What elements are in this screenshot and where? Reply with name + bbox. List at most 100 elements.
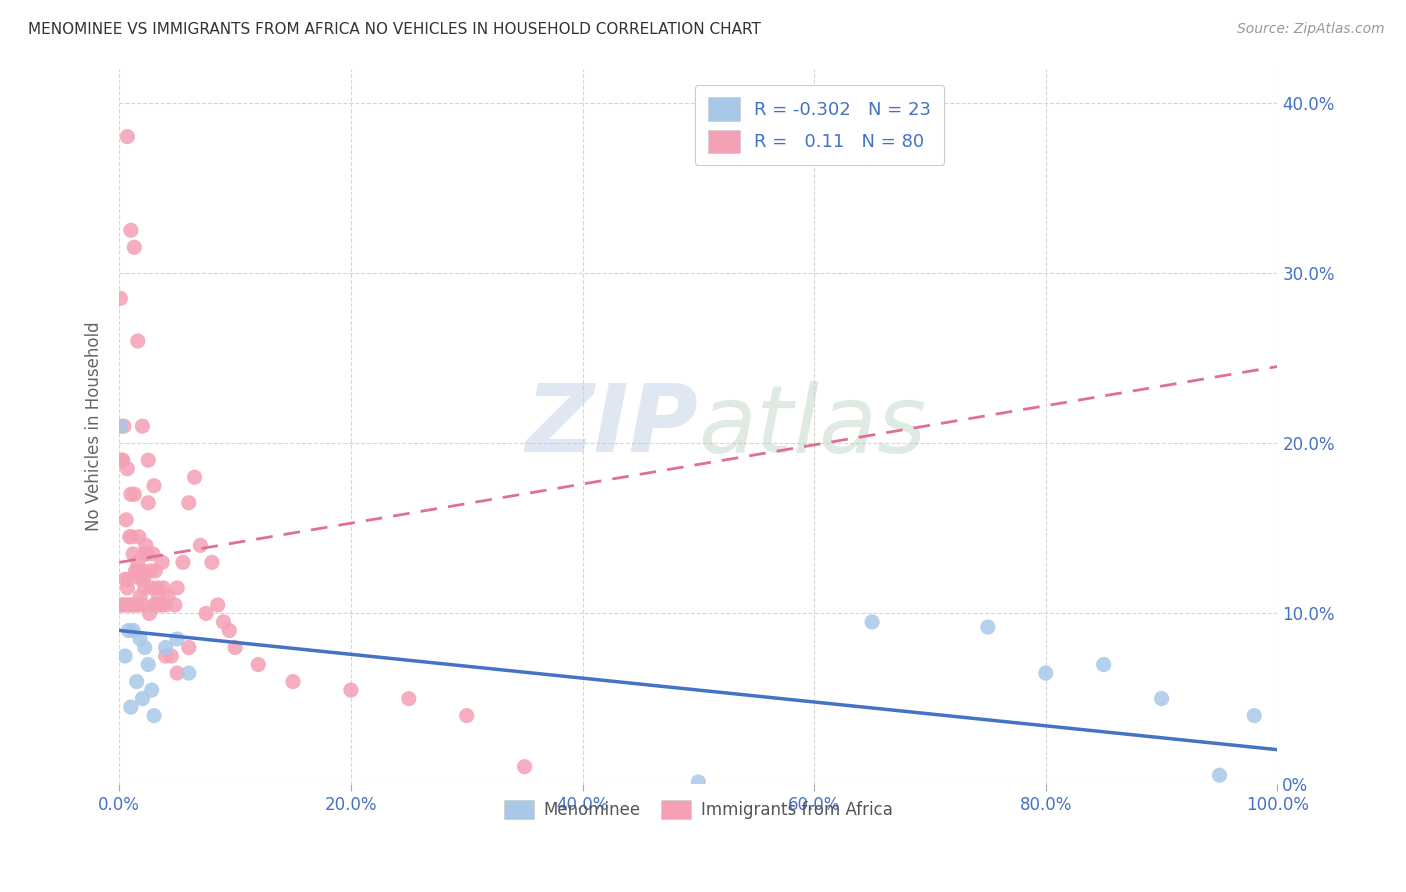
Point: [110, 292, 132, 306]
Point: [127, 334, 149, 348]
Point: [136, 657, 159, 672]
Point: [132, 573, 155, 587]
Point: [143, 479, 166, 493]
Point: [177, 496, 200, 510]
Point: [117, 129, 139, 144]
Point: [120, 598, 142, 612]
Point: [201, 555, 224, 569]
Point: [129, 632, 152, 646]
Point: [149, 598, 172, 612]
Point: [513, 760, 536, 774]
Point: [131, 564, 153, 578]
Point: [129, 573, 152, 587]
Point: [120, 487, 142, 501]
Point: [142, 547, 165, 561]
Point: [136, 453, 159, 467]
Point: [118, 530, 141, 544]
Point: [124, 564, 146, 578]
Point: [1208, 768, 1230, 782]
Y-axis label: No Vehicles in Household: No Vehicles in Household: [86, 321, 103, 531]
Point: [131, 691, 153, 706]
Point: [166, 632, 188, 646]
Point: [860, 615, 883, 629]
Point: [110, 419, 132, 434]
Point: [188, 538, 211, 552]
Point: [110, 598, 132, 612]
Point: [122, 624, 145, 638]
Point: [166, 581, 188, 595]
Point: [224, 640, 246, 655]
Point: [125, 564, 148, 578]
Point: [111, 453, 134, 467]
Point: [141, 683, 163, 698]
Point: [212, 615, 235, 629]
Point: [163, 598, 186, 612]
Point: [131, 598, 153, 612]
Point: [117, 624, 139, 638]
Text: Source: ZipAtlas.com: Source: ZipAtlas.com: [1237, 22, 1385, 37]
Point: [1150, 691, 1173, 706]
Text: ZIP: ZIP: [526, 380, 699, 472]
Point: [195, 607, 218, 621]
Point: [115, 513, 138, 527]
Point: [128, 530, 150, 544]
Point: [172, 555, 194, 569]
Point: [121, 530, 143, 544]
Point: [134, 547, 156, 561]
Point: [150, 555, 173, 569]
Point: [146, 581, 169, 595]
Point: [138, 607, 160, 621]
Point: [152, 581, 174, 595]
Point: [127, 555, 149, 569]
Point: [247, 657, 270, 672]
Point: [149, 598, 172, 612]
Point: [340, 683, 363, 698]
Point: [281, 674, 304, 689]
Point: [155, 640, 177, 655]
Point: [111, 598, 134, 612]
Point: [456, 708, 478, 723]
Point: [131, 419, 153, 434]
Point: [125, 598, 148, 612]
Point: [177, 640, 200, 655]
Point: [110, 453, 132, 467]
Point: [148, 590, 170, 604]
Point: [124, 240, 146, 254]
Point: [120, 700, 142, 714]
Point: [398, 691, 420, 706]
Point: [139, 564, 162, 578]
Point: [1243, 708, 1265, 723]
Point: [207, 598, 229, 612]
Point: [117, 581, 139, 595]
Point: [120, 223, 142, 237]
Point: [141, 581, 163, 595]
Point: [134, 640, 156, 655]
Point: [143, 708, 166, 723]
Text: atlas: atlas: [699, 381, 927, 472]
Point: [218, 624, 240, 638]
Point: [122, 547, 145, 561]
Point: [122, 598, 145, 612]
Point: [117, 461, 139, 475]
Point: [112, 419, 135, 434]
Point: [125, 674, 148, 689]
Point: [1092, 657, 1115, 672]
Point: [117, 573, 139, 587]
Point: [688, 775, 710, 789]
Point: [183, 470, 205, 484]
Point: [156, 590, 179, 604]
Point: [155, 648, 177, 663]
Point: [1035, 666, 1057, 681]
Point: [977, 620, 1000, 634]
Point: [143, 598, 166, 612]
Point: [114, 648, 136, 663]
Point: [134, 581, 156, 595]
Point: [136, 547, 159, 561]
Point: [127, 598, 149, 612]
Point: [114, 598, 136, 612]
Text: MENOMINEE VS IMMIGRANTS FROM AFRICA NO VEHICLES IN HOUSEHOLD CORRELATION CHART: MENOMINEE VS IMMIGRANTS FROM AFRICA NO V…: [28, 22, 761, 37]
Point: [124, 487, 146, 501]
Point: [177, 666, 200, 681]
Point: [143, 564, 166, 578]
Point: [145, 598, 167, 612]
